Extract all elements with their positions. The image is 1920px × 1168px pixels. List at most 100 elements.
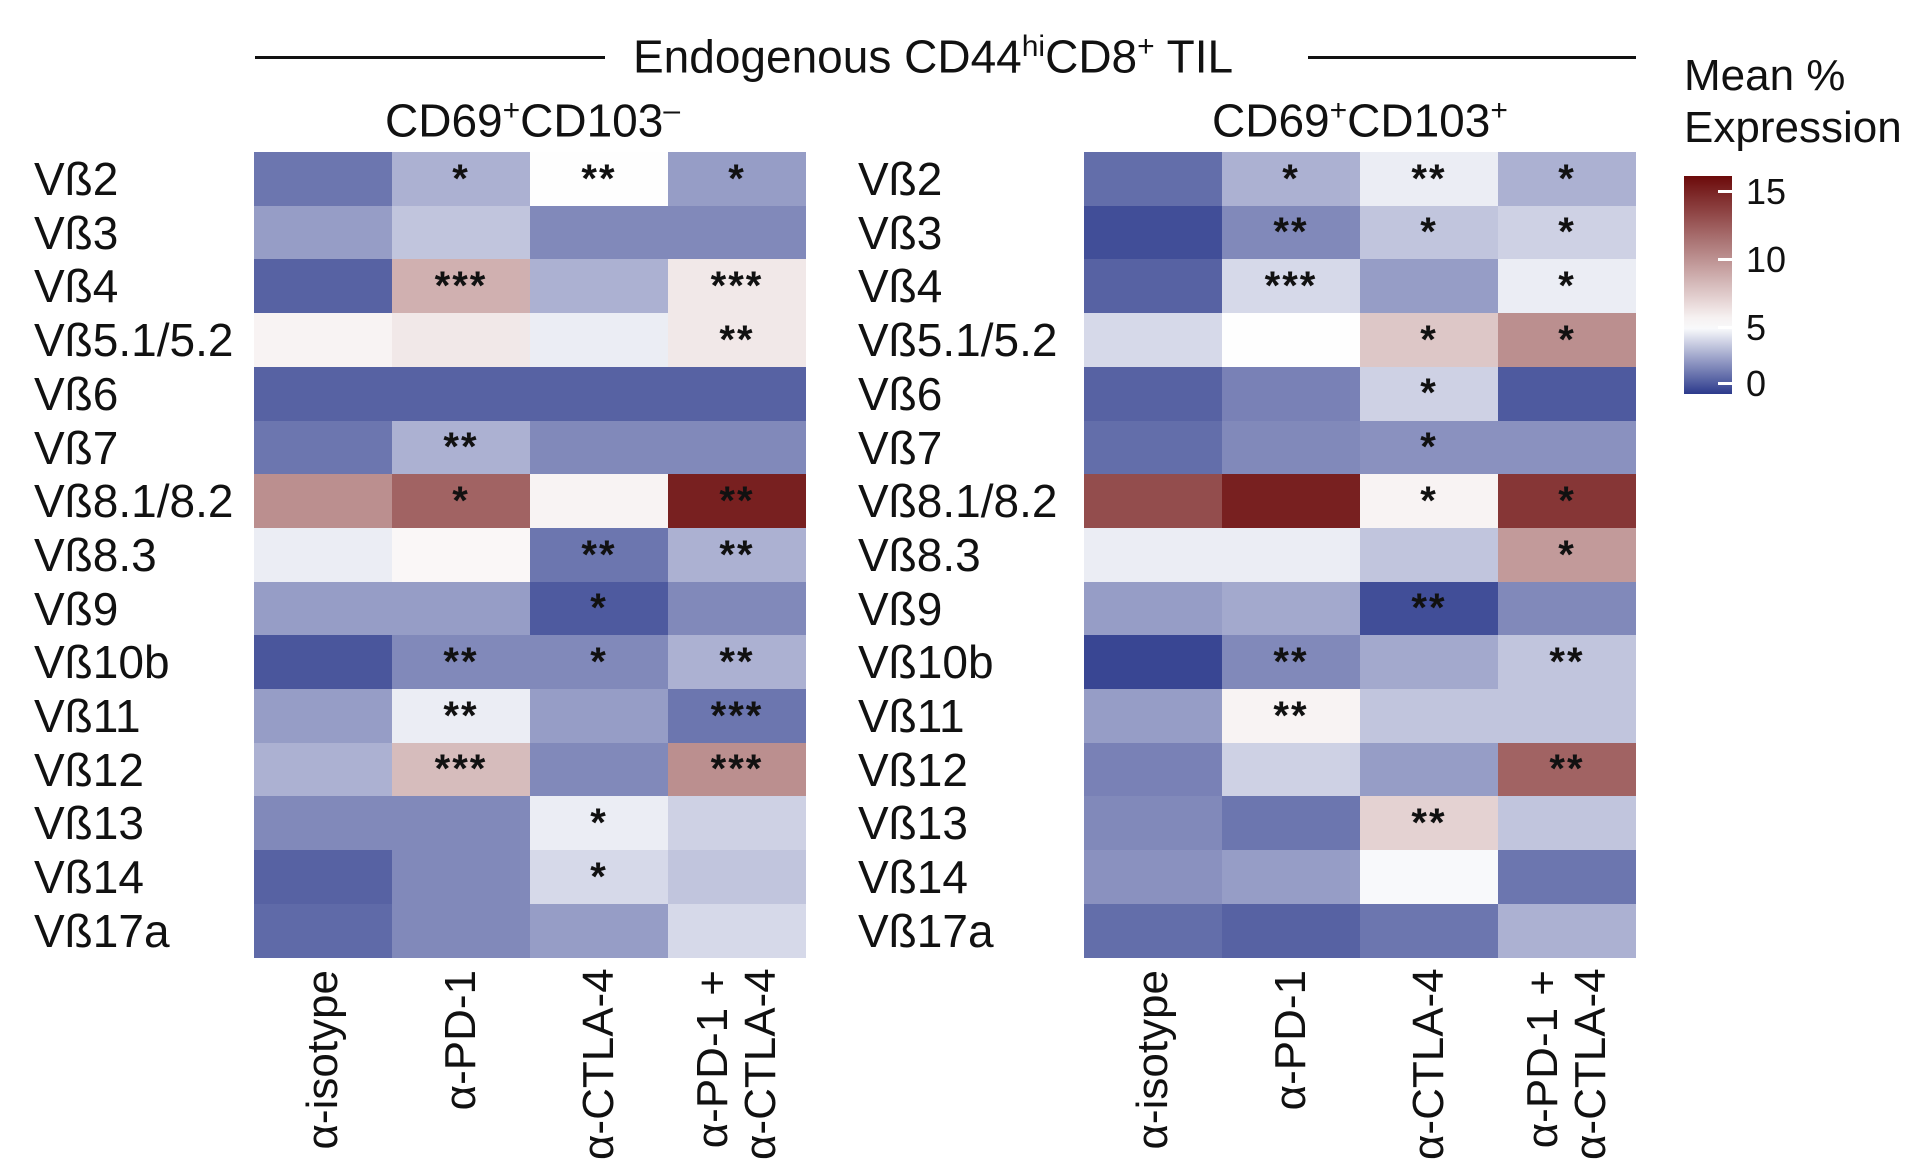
- heatmap-cell: [530, 205, 668, 260]
- heatmap-cell: [1498, 581, 1636, 636]
- heatmap-cell: [1084, 205, 1222, 260]
- heatmap-cell: [1222, 366, 1360, 422]
- heatmap-cell: [254, 474, 392, 529]
- significance-marker: **: [581, 156, 617, 201]
- heatmap-cell: [254, 581, 392, 636]
- heatmap-cell: *: [530, 581, 668, 636]
- significance-marker: *: [590, 639, 608, 684]
- heatmap-cell: *: [1360, 313, 1498, 368]
- heatmap-cell: [1084, 474, 1222, 529]
- significance-marker: *: [1420, 210, 1438, 255]
- significance-marker: **: [1549, 747, 1585, 792]
- heatmap-cell: [668, 581, 806, 636]
- heatmap-cell: ***: [392, 259, 530, 314]
- heatmap-cell: **: [668, 474, 806, 529]
- row-label: Vß11: [858, 690, 965, 742]
- color-scale-tick-label: 0: [1746, 363, 1767, 404]
- row-label: Vß9: [34, 582, 119, 635]
- heatmap-cell: [530, 474, 668, 529]
- heatmap-cell: **: [1222, 205, 1360, 260]
- row-label: Vß2: [34, 153, 119, 205]
- heatmap-cell: [1222, 742, 1360, 797]
- heatmap-cell: [392, 581, 530, 636]
- heatmap-cell: [668, 796, 806, 851]
- heatmap-cell: **: [1222, 635, 1360, 690]
- heatmap-cell: *: [1498, 259, 1636, 314]
- heatmap-right: * ** * ** * * *** * * * * * * * * ** ** ** ** ** **: [1084, 152, 1636, 959]
- heatmap-cell: [1084, 152, 1222, 207]
- heatmap-cell: [254, 850, 392, 905]
- color-scale-tick-label: 5: [1746, 306, 1767, 348]
- row-label: Vß2: [858, 153, 943, 205]
- significance-marker: ***: [710, 264, 764, 309]
- heatmap-cell: [254, 420, 392, 475]
- heatmap-cell: [392, 850, 530, 905]
- heatmap-cell: *: [530, 850, 668, 905]
- heatmap-cell: [530, 366, 668, 422]
- title-rule-left: [255, 56, 605, 59]
- row-label: Vß4: [858, 260, 943, 313]
- heatmap-cell: **: [530, 527, 668, 583]
- significance-marker: **: [719, 532, 755, 577]
- significance-marker: *: [590, 586, 608, 631]
- row-label: Vß7: [858, 421, 943, 474]
- heatmap-cell: [668, 205, 806, 260]
- significance-marker: **: [1273, 693, 1309, 738]
- heatmap-cell: [1498, 420, 1636, 475]
- heatmap-cell: [1222, 581, 1360, 636]
- column-label-line: α-PD-1 +: [688, 970, 737, 1149]
- color-scale-tick: [1718, 325, 1732, 329]
- heatmap-cell: [392, 366, 530, 422]
- heatmap-cell: *: [668, 152, 806, 207]
- significance-marker: **: [719, 478, 755, 523]
- figure-title: Endogenous CD44hiCD8+ TIL: [633, 30, 1234, 83]
- heatmap-cell: *: [530, 635, 668, 690]
- heatmap-cell: [668, 366, 806, 422]
- significance-marker: *: [1420, 317, 1438, 362]
- row-label: Vß5.1/5.2: [858, 314, 1058, 367]
- significance-marker: **: [443, 425, 479, 470]
- heatmap-cell: [1084, 903, 1222, 959]
- column-label-line: α-isotype: [1128, 970, 1177, 1150]
- significance-marker: *: [728, 156, 746, 201]
- significance-marker: *: [590, 801, 608, 846]
- row-label: Vß7: [34, 421, 119, 474]
- row-label: Vß8.1/8.2: [858, 475, 1058, 528]
- significance-marker: *: [1558, 317, 1576, 362]
- heatmap-cell: *: [1360, 474, 1498, 529]
- heatmap-cell: [392, 903, 530, 959]
- heatmap-cell: **: [1360, 152, 1498, 207]
- heatmap-cell: [1084, 635, 1222, 690]
- significance-marker: *: [1282, 156, 1300, 201]
- heatmap-cell: ***: [1222, 259, 1360, 314]
- heatmap-cell: [1084, 366, 1222, 422]
- row-label: Vß4: [34, 260, 119, 313]
- row-label: Vß13: [34, 797, 144, 850]
- heatmap-cell: [254, 635, 392, 690]
- row-label: Vß14: [34, 851, 144, 904]
- color-scale-tick: [1718, 189, 1732, 193]
- heatmap-cell: [1360, 903, 1498, 959]
- heatmap-cell: [254, 152, 392, 207]
- heatmap-cell: ***: [668, 259, 806, 314]
- heatmap-cell: **: [668, 313, 806, 368]
- heatmap-cell: *: [1498, 527, 1636, 583]
- heatmap-cell: [254, 903, 392, 959]
- heatmap-cell: *: [1498, 152, 1636, 207]
- row-label: Vß11: [34, 690, 141, 742]
- row-label: Vß8.1/8.2: [34, 475, 234, 528]
- heatmap-cell: [392, 796, 530, 851]
- heatmap-cell: *: [392, 152, 530, 207]
- heatmap-cell: [1084, 259, 1222, 314]
- significance-marker: *: [452, 478, 470, 523]
- heatmap-cell: [254, 205, 392, 260]
- heatmap-cell: **: [668, 635, 806, 690]
- significance-marker: ***: [434, 747, 488, 792]
- heatmap-cell: *: [530, 796, 668, 851]
- heatmap-cell: [1498, 903, 1636, 959]
- heatmap-cell: [668, 903, 806, 959]
- row-label: Vß9: [858, 582, 943, 635]
- heatmap-cell: [1498, 850, 1636, 905]
- column-label-line: α-isotype: [298, 970, 347, 1150]
- heatmap-cell: **: [668, 527, 806, 583]
